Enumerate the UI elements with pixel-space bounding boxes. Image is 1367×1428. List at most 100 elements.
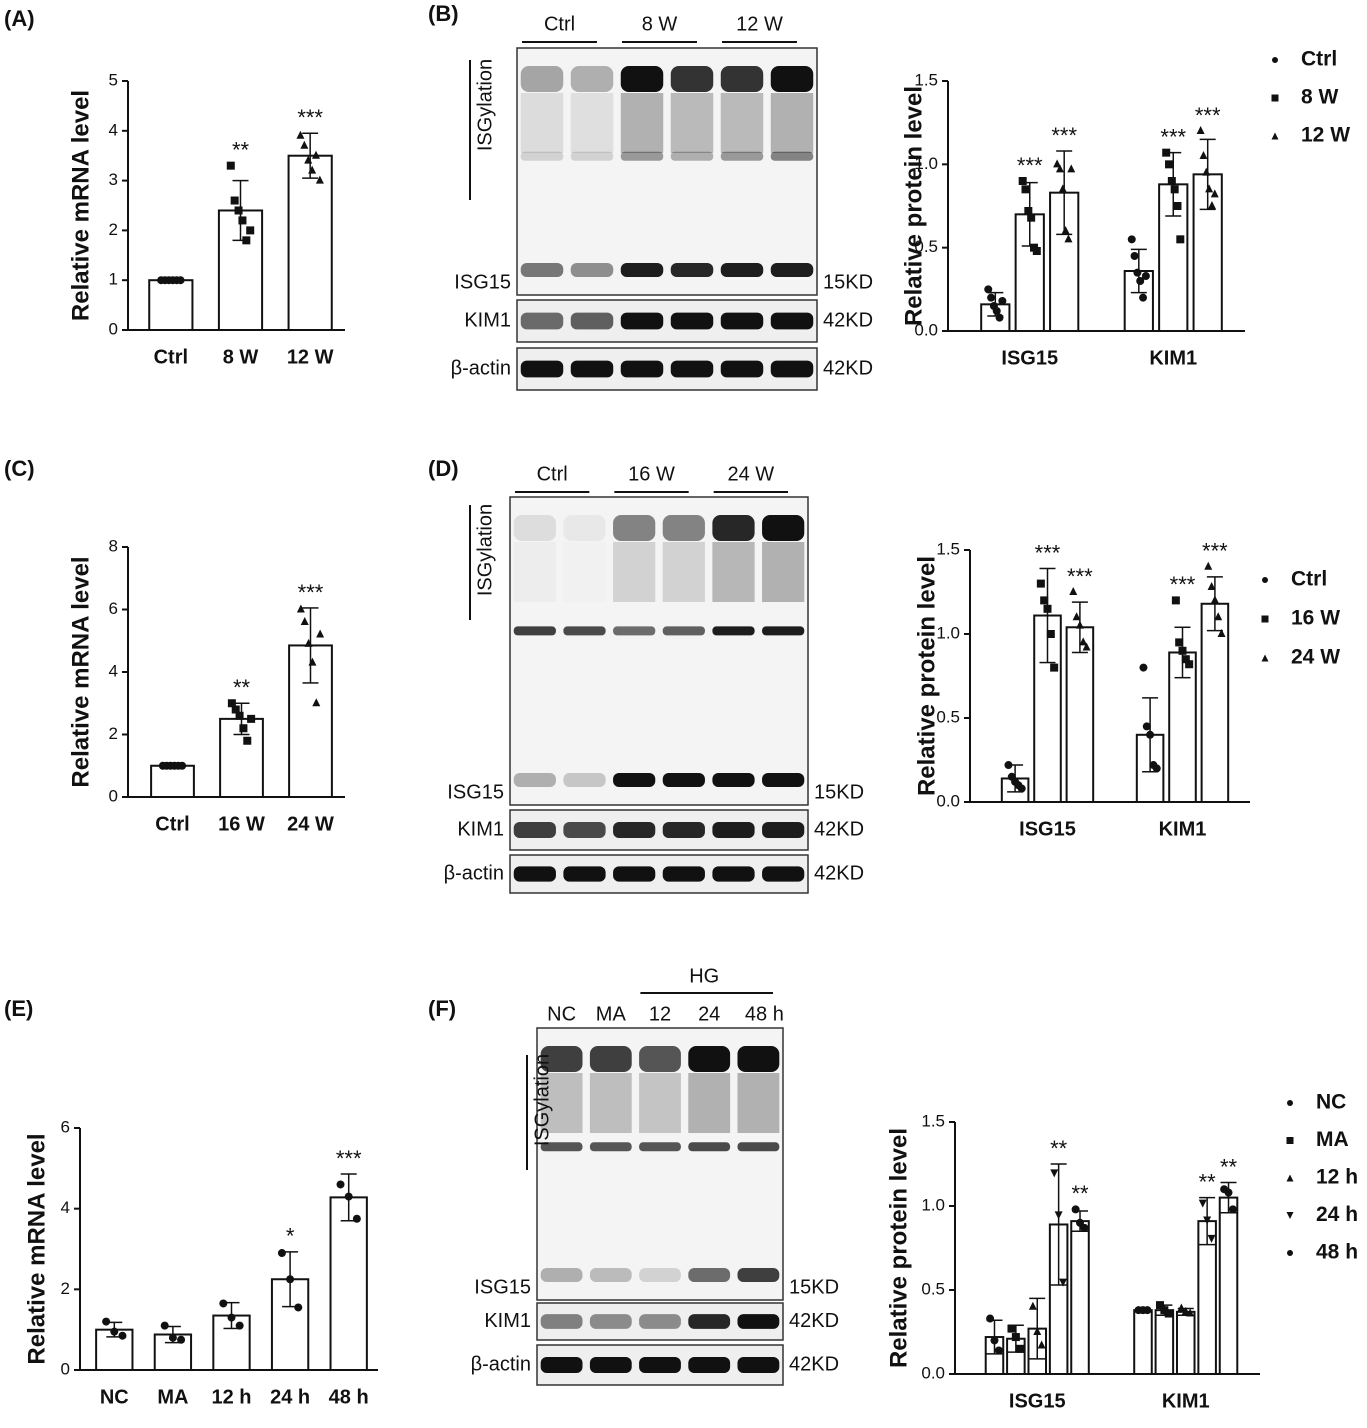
- bar: [1218, 1196, 1239, 1375]
- y-tick-label: 4: [109, 661, 118, 680]
- blot-band: [770, 66, 814, 92]
- blot-band: [589, 1268, 632, 1282]
- y-tick-label: 1.0: [921, 1195, 945, 1214]
- significance-label: ***: [1160, 124, 1186, 149]
- blot-smear: [770, 93, 814, 153]
- x-tick-label: KIM1: [1162, 1390, 1210, 1412]
- y-axis-label: Relative protein level: [885, 1128, 912, 1368]
- legend-marker: [1286, 1212, 1294, 1219]
- y-tick-label: 6: [61, 1117, 70, 1136]
- blot-band: [670, 263, 714, 277]
- data-point: [995, 313, 1004, 322]
- blot-band: [662, 773, 705, 787]
- legend-label: Ctrl: [1291, 568, 1327, 591]
- blot-smear: [620, 93, 664, 153]
- data-point: [1171, 596, 1180, 605]
- lane-label: Ctrl: [544, 13, 575, 35]
- x-tick-label: 8 W: [223, 346, 259, 368]
- panel-label: (C): [4, 456, 35, 481]
- data-point: [177, 1335, 186, 1344]
- blot-band: [770, 360, 814, 378]
- blot-band: [712, 626, 755, 636]
- y-axis-label: Relative mRNA level: [23, 1133, 50, 1364]
- data-point: [1165, 160, 1174, 169]
- y-axis-label: Relative mRNA level: [67, 90, 94, 321]
- blot-band: [570, 263, 614, 277]
- data-point: [1079, 637, 1088, 646]
- y-axis-label: Relative protein level: [900, 86, 927, 326]
- blot-band: [613, 822, 656, 838]
- blot-band: [639, 1142, 681, 1152]
- blot-band: [570, 312, 614, 330]
- blot-band: [737, 1357, 780, 1373]
- blot-size-label: 42KD: [823, 309, 873, 331]
- data-point: [1055, 164, 1064, 173]
- y-tick-label: 0: [109, 319, 118, 338]
- blot-band: [639, 1314, 681, 1329]
- lane-label: NC: [547, 1003, 576, 1025]
- data-point: [227, 1313, 236, 1322]
- data-point: [994, 1346, 1003, 1355]
- blot-size-label: 15KD: [814, 781, 864, 803]
- bar: [1154, 1309, 1175, 1376]
- data-point: [1199, 151, 1208, 159]
- y-tick-label: 1.5: [921, 1111, 945, 1130]
- data-point: [247, 714, 256, 723]
- lane-label: 12: [649, 1003, 671, 1025]
- blot-row-label: KIM1: [457, 818, 504, 840]
- blot-smear: [688, 1073, 731, 1133]
- significance-label: ***: [336, 1146, 362, 1171]
- data-point: [1037, 1340, 1046, 1349]
- legend-marker: [1286, 1174, 1294, 1182]
- significance-label: ***: [1035, 540, 1061, 565]
- data-point: [990, 1336, 999, 1345]
- blot-band: [513, 773, 556, 787]
- data-point: [1069, 587, 1078, 595]
- legend-marker: [1262, 577, 1268, 583]
- blot-frame: [516, 299, 818, 343]
- blot-band: [589, 1314, 632, 1329]
- lane-label: Ctrl: [537, 463, 568, 485]
- data-point: [246, 226, 255, 235]
- bar: [329, 1196, 368, 1371]
- blot-band: [520, 66, 564, 92]
- data-point: [1028, 1301, 1037, 1310]
- y-tick-label: 0.5: [921, 1279, 945, 1298]
- data-point: [1160, 1306, 1169, 1315]
- blot-band: [670, 151, 714, 161]
- y-tick-label: 1: [109, 270, 118, 289]
- blot-frame: [536, 1027, 784, 1301]
- blot-band: [737, 1142, 780, 1152]
- data-point: [286, 1275, 295, 1284]
- data-point: [110, 1327, 119, 1336]
- blot-band: [513, 866, 556, 882]
- legend-label: 24 h: [1316, 1203, 1358, 1226]
- data-point: [987, 293, 996, 302]
- data-point: [1214, 612, 1223, 621]
- blot-band: [662, 515, 705, 541]
- y-axis-label: Relative protein level: [913, 556, 940, 796]
- group-label: HG: [689, 965, 719, 987]
- blot-band: [513, 515, 556, 541]
- data-point: [1198, 1199, 1207, 1208]
- y-tick-label: 0.0: [914, 320, 938, 339]
- y-tick-label: 0.5: [914, 237, 938, 256]
- bar: [150, 764, 195, 798]
- data-point: [1207, 581, 1216, 590]
- blot-band: [662, 866, 705, 882]
- legend-marker: [1271, 94, 1279, 102]
- legend-label: 24 W: [1291, 646, 1340, 669]
- y-tick-label: 5: [109, 70, 118, 89]
- blot-band: [613, 515, 656, 541]
- panel-label: (D): [428, 456, 459, 481]
- blot-band: [720, 312, 764, 330]
- blot-smear: [570, 93, 614, 153]
- legend-label: 12 W: [1301, 124, 1350, 147]
- legend-label: NC: [1316, 1091, 1346, 1114]
- blot-size-label: 42KD: [789, 1353, 839, 1375]
- blot-band: [520, 312, 564, 330]
- data-point: [1224, 1188, 1233, 1197]
- data-point: [1143, 1306, 1152, 1315]
- data-point: [1064, 234, 1073, 243]
- y-tick-label: 2: [109, 724, 118, 743]
